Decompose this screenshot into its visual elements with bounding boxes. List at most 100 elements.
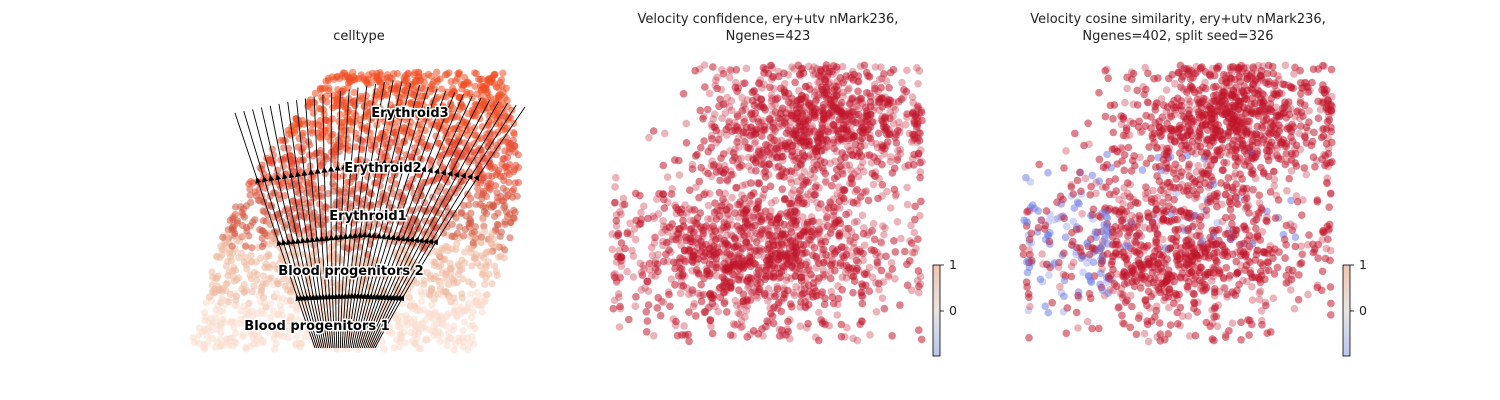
cell-point (866, 134, 874, 143)
cell-point (427, 284, 436, 292)
cell-point (461, 318, 469, 326)
cell-point (469, 239, 477, 247)
cell-point (608, 245, 617, 254)
cell-point (315, 105, 323, 113)
cell-point (458, 290, 466, 298)
cell-point (274, 311, 282, 319)
cell-point (499, 69, 507, 77)
cell-point (631, 302, 640, 311)
cluster-label-erythroid1: Erythroid1 (329, 209, 406, 224)
cell-point (886, 204, 895, 212)
cell-point (328, 115, 336, 123)
cell-point (887, 153, 895, 161)
cell-point (489, 235, 497, 243)
cell-point (692, 312, 700, 320)
cell-point (418, 325, 426, 333)
cell-point (209, 287, 217, 295)
cell-point (265, 240, 273, 248)
cell-point (267, 232, 275, 240)
cell-point (279, 294, 287, 302)
cell-point (697, 163, 705, 172)
cell-point (771, 196, 780, 205)
cell-point (495, 253, 503, 261)
cell-point (295, 212, 303, 221)
cell-point (850, 218, 859, 226)
cell-point (229, 213, 237, 221)
cell-point (299, 129, 307, 137)
cell-point (477, 239, 485, 247)
cell-point (474, 185, 482, 193)
cell-point (349, 219, 357, 227)
cell-point (306, 290, 314, 298)
cell-point (833, 311, 842, 319)
cell-point (292, 324, 300, 332)
cell-point (810, 63, 818, 71)
cell-point (209, 274, 217, 282)
cell-point (421, 316, 429, 324)
cell-point (486, 247, 494, 255)
cell-point (467, 209, 475, 217)
cell-point (431, 258, 439, 267)
cell-point (258, 166, 266, 174)
cell-point (629, 273, 638, 281)
cell-point (396, 343, 404, 351)
cell-point (246, 185, 254, 193)
cell-point (454, 270, 462, 278)
cell-point (228, 242, 236, 250)
cell-point (321, 84, 329, 92)
cell-point (324, 77, 332, 85)
cell-point (318, 213, 326, 221)
panel-title-celltype: celltype (333, 29, 384, 44)
cell-point (250, 282, 258, 290)
cell-point (860, 270, 869, 278)
cell-point (509, 129, 518, 137)
cell-point (338, 87, 346, 96)
cell-point (472, 250, 480, 258)
cell-point (496, 78, 504, 86)
cell-point (676, 289, 685, 298)
cell-point (237, 320, 245, 328)
cell-point (332, 343, 340, 351)
cell-point (219, 307, 227, 315)
cell-point (470, 228, 478, 236)
cell-point (457, 209, 465, 218)
cell-point (264, 328, 272, 336)
cell-point (509, 168, 518, 176)
cell-point (438, 246, 446, 255)
cell-point (352, 111, 360, 119)
cell-point (408, 299, 416, 307)
cell-point (315, 121, 323, 129)
cell-point (483, 291, 491, 299)
cell-point (242, 242, 250, 250)
cell-point (486, 150, 494, 158)
panel-celltype: celltype Erythroid3 Erythroid2 Erythroid… (189, 29, 526, 354)
cell-point (229, 342, 237, 350)
cell-point (910, 248, 919, 257)
cell-point (488, 229, 496, 237)
cell-point (403, 316, 411, 324)
cell-point (276, 195, 284, 203)
cell-point (222, 280, 230, 288)
cluster-label-blood-progenitors-2: Blood progenitors 2 (278, 264, 423, 279)
cell-point (359, 262, 367, 271)
cell-point (215, 286, 223, 294)
cell-point (704, 201, 713, 210)
cell-point (247, 251, 255, 259)
cell-point (910, 228, 919, 237)
cell-point (260, 272, 268, 280)
cell-point (409, 305, 417, 313)
cell-point (402, 77, 410, 85)
cell-point (492, 171, 500, 179)
cell-point (467, 290, 475, 298)
cell-point (242, 343, 250, 351)
cell-point (697, 297, 706, 306)
cell-point (500, 177, 508, 185)
cell-point (393, 336, 401, 344)
cell-point (630, 225, 639, 233)
cell-point (869, 219, 878, 228)
cell-point (751, 137, 760, 146)
cell-point (413, 279, 421, 287)
cell-point (417, 345, 425, 353)
cell-point (506, 218, 515, 227)
cell-point (343, 279, 351, 287)
